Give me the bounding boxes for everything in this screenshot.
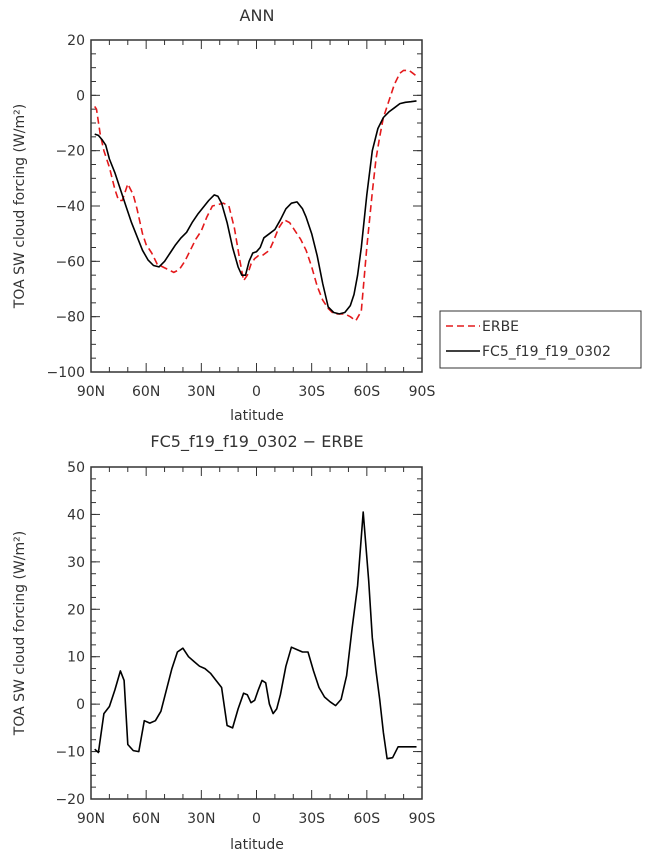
top-y-tick-label: −60 xyxy=(55,254,85,270)
top-y-axis-label: TOA SW cloud forcing (W/m²) xyxy=(12,104,28,309)
bottom-x-tick-label: 30S xyxy=(298,811,325,827)
bottom-x-tick-label: 90N xyxy=(77,811,105,827)
bottom-series-line-0 xyxy=(94,511,417,760)
bottom-ticks: 90N 60N 30N 0 30S 60S 90S 50 40 30 20 10 0 −10 −20 xyxy=(55,460,435,827)
bottom-y-tick-label: 40 xyxy=(67,507,85,523)
bottom-y-tick-label: 30 xyxy=(67,555,85,571)
top-series-line-1 xyxy=(94,100,417,315)
top-chart-title: ANN xyxy=(240,6,275,25)
top-x-tick-label: 60N xyxy=(132,384,160,400)
bottom-y-tick-label: 50 xyxy=(67,460,85,476)
bottom-y-tick-label: 20 xyxy=(67,602,85,618)
top-y-tick-label: −100 xyxy=(47,365,85,381)
top-series-line-0 xyxy=(94,69,417,322)
top-panel: ANN 90N 60N 30N 0 30S 60S 90S 20 0 −20 −40 −60 −80 −1… xyxy=(12,6,435,424)
legend-label-erbe: ERBE xyxy=(482,319,519,335)
top-y-tick-label: 0 xyxy=(76,88,85,104)
bottom-y-tick-label: 0 xyxy=(76,697,85,713)
bottom-x-tick-label: 60N xyxy=(132,811,160,827)
top-x-tick-label: 90N xyxy=(77,384,105,400)
bottom-panel: FC5_f19_f19_0302 − ERBE 90N 60N 30N 0 30S 60S… xyxy=(12,432,435,853)
bottom-y-tick-label: −20 xyxy=(55,792,85,808)
top-x-tick-label: 90S xyxy=(409,384,436,400)
bottom-x-axis-label: latitude xyxy=(230,837,284,853)
top-x-tick-label: 0 xyxy=(252,384,261,400)
bottom-x-tick-label: 0 xyxy=(252,811,261,827)
bottom-x-tick-label: 30N xyxy=(187,811,215,827)
top-y-tick-label: 20 xyxy=(67,33,85,49)
bottom-y-tick-label: 10 xyxy=(67,650,85,666)
bottom-x-tick-label: 90S xyxy=(409,811,436,827)
top-y-tick-label: −20 xyxy=(55,144,85,160)
bottom-chart-title: FC5_f19_f19_0302 − ERBE xyxy=(150,432,363,452)
bottom-y-tick-label: −10 xyxy=(55,745,85,761)
legend: ERBE FC5_f19_f19_0302 xyxy=(439,310,642,369)
bottom-y-axis-label: TOA SW cloud forcing (W/m²) xyxy=(12,531,28,736)
top-y-tick-label: −40 xyxy=(55,199,85,215)
top-x-tick-label: 30N xyxy=(187,384,215,400)
top-x-tick-label: 30S xyxy=(298,384,325,400)
bottom-series xyxy=(94,511,417,760)
top-x-axis-label: latitude xyxy=(230,408,284,424)
legend-label-model: FC5_f19_f19_0302 xyxy=(482,344,611,360)
top-plot-frame xyxy=(90,39,423,373)
top-ticks: 90N 60N 30N 0 30S 60S 90S 20 0 −20 −40 −60 −80 −100 xyxy=(47,33,436,400)
top-y-tick-label: −80 xyxy=(55,310,85,326)
top-series xyxy=(94,69,417,322)
legend-box xyxy=(439,310,642,369)
top-x-tick-label: 60S xyxy=(353,384,380,400)
bottom-x-tick-label: 60S xyxy=(353,811,380,827)
